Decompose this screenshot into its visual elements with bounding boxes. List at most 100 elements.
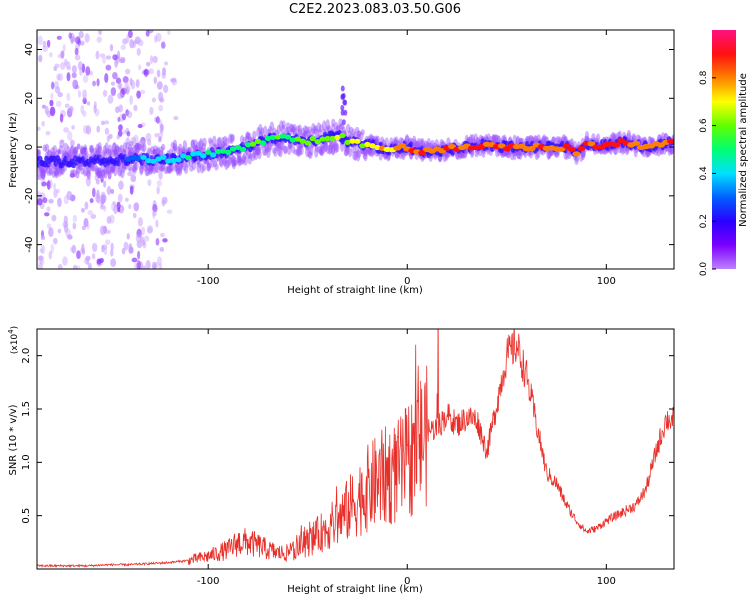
noise-cell	[156, 186, 160, 195]
band-halo-cell	[631, 133, 637, 142]
noise-cell	[95, 193, 101, 203]
band-halo-cell	[147, 168, 153, 175]
band-halo-cell	[197, 159, 202, 169]
noise-cell	[46, 180, 51, 190]
noise-cell	[99, 53, 106, 58]
noise-cell	[162, 67, 166, 76]
noise-cell	[40, 244, 46, 255]
noise-cell	[130, 174, 137, 183]
band-halo-cell	[401, 150, 406, 161]
noise-cell	[72, 79, 79, 90]
noise-cell	[155, 219, 159, 228]
band-halo-cell	[103, 166, 108, 179]
noise-cell	[155, 116, 160, 124]
noise-cell	[68, 105, 74, 113]
noise-cell	[55, 100, 62, 108]
band-halo-cell	[89, 147, 95, 155]
band-halo-cell	[212, 135, 217, 147]
band-halo-cell	[102, 145, 108, 157]
band-halo-cell	[54, 168, 59, 179]
band-halo-cell	[169, 163, 174, 172]
band-halo-cell	[360, 129, 365, 136]
ridge-peak-point	[329, 135, 336, 141]
noise-cell	[50, 243, 54, 254]
band-halo-cell	[195, 141, 201, 153]
noise-cell	[117, 92, 123, 100]
noise-cell	[102, 244, 108, 250]
snr-series	[37, 329, 674, 569]
band-halo-cell	[206, 162, 211, 172]
band-halo-cell	[333, 139, 338, 151]
band-halo-cell	[131, 164, 136, 173]
ridge-peak-point	[364, 141, 371, 148]
band-halo-cell	[140, 144, 145, 152]
noise-cell	[119, 56, 126, 62]
ridge-peak-point	[309, 136, 316, 142]
noise-cell	[65, 61, 71, 69]
band-halo-cell	[551, 136, 556, 144]
noise-cell	[127, 171, 133, 177]
band-halo-cell	[97, 167, 102, 179]
band-halo-cell	[295, 147, 301, 157]
band-halo-cell	[212, 160, 218, 168]
ridge-peak-point	[204, 149, 212, 155]
band-halo-cell	[201, 142, 207, 151]
noise-cell	[158, 170, 163, 180]
band-halo-cell	[470, 134, 476, 145]
band-halo-cell	[78, 164, 83, 171]
band-halo-cell	[241, 154, 246, 164]
noise-cell	[123, 241, 129, 251]
y-tick-label: 40	[24, 43, 35, 56]
noise-cell	[116, 201, 121, 210]
ridge-peak-point	[632, 140, 641, 146]
band-halo-cell	[338, 118, 343, 127]
band-halo-cell	[566, 152, 572, 159]
noise-cell	[122, 38, 128, 45]
band-halo-cell	[116, 145, 121, 157]
x-tick-label: -100	[197, 576, 220, 587]
band-halo-cell	[224, 137, 230, 147]
y-tick-label: 1.0	[21, 454, 32, 470]
noise-cell	[110, 164, 114, 172]
ridge-peak-point	[374, 144, 381, 151]
band-halo-cell	[191, 160, 197, 171]
band-halo-cell	[52, 145, 57, 154]
band-halo-cell	[117, 167, 123, 177]
noise-cell	[94, 172, 98, 182]
noise-cell	[101, 149, 106, 155]
band-halo-cell	[145, 167, 151, 177]
noise-cell	[118, 180, 124, 190]
ridge-peak-point	[239, 146, 247, 152]
band-halo-cell	[231, 159, 237, 170]
ridge-peak-point	[209, 152, 217, 158]
noise-cell	[160, 232, 165, 238]
noise-cell	[39, 168, 46, 179]
band-halo-cell	[250, 152, 256, 162]
noise-cell	[124, 197, 129, 202]
band-halo-cell	[610, 131, 616, 143]
ridge-peak-point	[324, 135, 331, 142]
band-halo-cell	[309, 145, 314, 156]
band-halo-cell	[135, 142, 140, 154]
band-halo-cell	[236, 155, 242, 165]
band-halo-cell	[279, 120, 284, 132]
noise-cell	[72, 222, 77, 230]
noise-cell	[105, 64, 112, 71]
band-halo-cell	[173, 164, 179, 173]
band-halo-cell	[193, 139, 198, 148]
band-halo-cell	[178, 143, 183, 155]
noise-cell	[126, 85, 131, 93]
noise-cell	[53, 170, 59, 177]
band-halo-cell	[66, 153, 71, 162]
band-halo-cell	[188, 159, 194, 167]
band-halo-cell	[136, 142, 141, 151]
noise-cell	[130, 136, 137, 144]
noise-cell	[87, 210, 94, 216]
band-halo-cell	[317, 145, 322, 154]
noise-cell	[57, 53, 63, 59]
noise-cell	[159, 123, 164, 134]
noise-cell	[160, 41, 166, 49]
band-halo-cell	[353, 150, 358, 161]
noise-cell	[152, 205, 158, 213]
band-halo-cell	[227, 156, 232, 167]
